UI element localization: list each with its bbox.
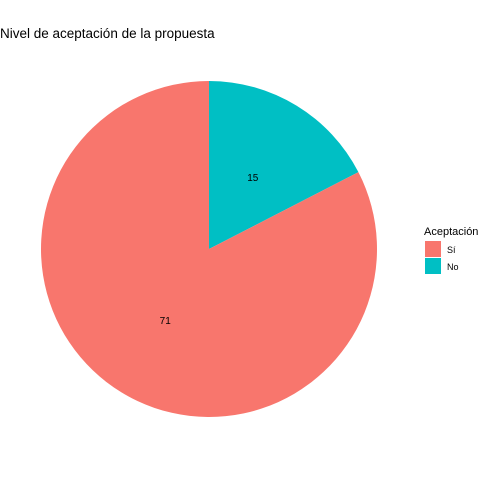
- pie-slices: [41, 81, 377, 417]
- pie-slice-no: [209, 81, 359, 249]
- legend: Aceptación Sí No: [424, 226, 478, 274]
- pie-slice-si: [41, 81, 377, 417]
- legend-label-si: Sí: [447, 245, 456, 255]
- data-label-si: 71: [160, 316, 172, 327]
- legend-items: Sí No: [425, 241, 459, 274]
- legend-key-no: [425, 258, 441, 274]
- legend-key-si: [425, 241, 441, 257]
- legend-label-no: No: [447, 262, 459, 272]
- data-label-no: 15: [247, 173, 259, 184]
- chart-title: Nivel de aceptación de la propuesta: [0, 26, 215, 41]
- legend-title: Aceptación: [424, 226, 478, 238]
